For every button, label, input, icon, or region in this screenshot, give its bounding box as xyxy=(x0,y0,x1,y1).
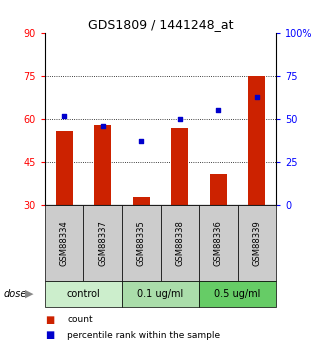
Bar xyxy=(56,130,73,205)
Text: GSM88339: GSM88339 xyxy=(252,220,261,266)
Bar xyxy=(238,205,276,281)
Text: 0.1 ug/ml: 0.1 ug/ml xyxy=(137,289,184,299)
Bar xyxy=(199,281,276,307)
Bar xyxy=(122,281,199,307)
Point xyxy=(100,123,105,129)
Point xyxy=(177,116,182,122)
Text: percentile rank within the sample: percentile rank within the sample xyxy=(67,331,221,340)
Bar xyxy=(45,281,122,307)
Bar xyxy=(94,125,111,205)
Bar xyxy=(248,76,265,205)
Bar xyxy=(45,205,83,281)
Point xyxy=(62,113,67,118)
Text: ■: ■ xyxy=(45,315,54,325)
Bar xyxy=(199,205,238,281)
Text: control: control xyxy=(66,289,100,299)
Text: GSM88336: GSM88336 xyxy=(214,220,223,266)
Bar xyxy=(160,205,199,281)
Text: count: count xyxy=(67,315,93,324)
Text: ▶: ▶ xyxy=(25,289,33,299)
Text: ■: ■ xyxy=(45,331,54,340)
Text: GDS1809 / 1441248_at: GDS1809 / 1441248_at xyxy=(88,18,233,31)
Bar xyxy=(133,197,150,205)
Bar xyxy=(210,174,227,205)
Bar xyxy=(122,205,160,281)
Text: GSM88337: GSM88337 xyxy=(98,220,107,266)
Point xyxy=(216,108,221,113)
Bar xyxy=(83,205,122,281)
Text: GSM88338: GSM88338 xyxy=(175,220,184,266)
Text: GSM88335: GSM88335 xyxy=(137,220,146,266)
Text: GSM88334: GSM88334 xyxy=(60,220,69,266)
Point xyxy=(254,94,259,99)
Bar xyxy=(171,128,188,205)
Text: dose: dose xyxy=(3,289,27,299)
Text: 0.5 ug/ml: 0.5 ug/ml xyxy=(214,289,261,299)
Point xyxy=(139,139,144,144)
